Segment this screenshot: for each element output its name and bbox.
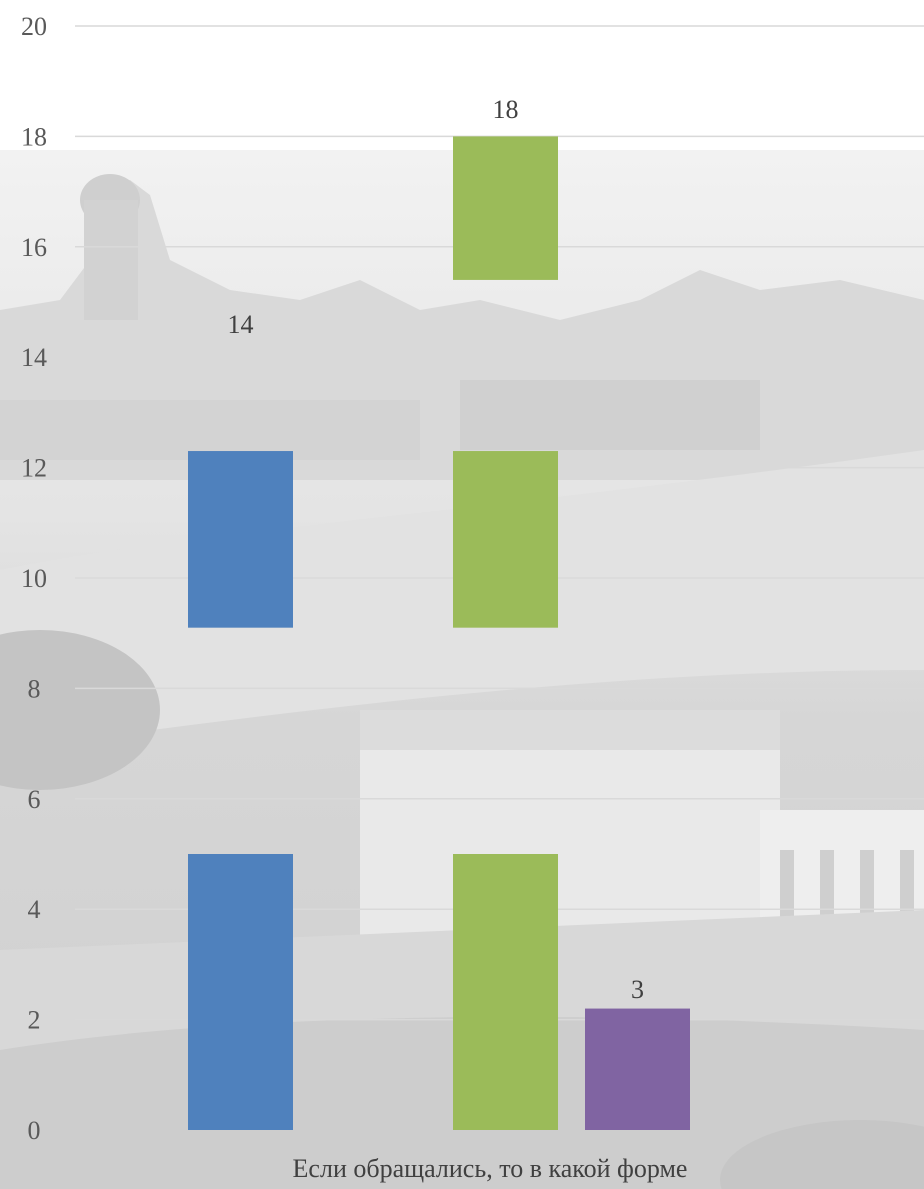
data-label-series-2: 18 xyxy=(493,95,519,124)
bar-series-1-segment-1 xyxy=(188,854,293,1130)
bar-series-2-segment-2 xyxy=(453,451,558,628)
x-axis-title: Если обращались, то в какой форме xyxy=(293,1154,688,1183)
bars xyxy=(188,136,690,1130)
y-tick-label: 18 xyxy=(21,122,47,151)
y-tick-label: 6 xyxy=(28,785,41,814)
y-tick-label: 8 xyxy=(28,674,41,703)
data-labels: 14 18 3 xyxy=(228,95,645,1004)
bar-series-3-segment-1 xyxy=(585,1008,690,1130)
y-tick-label: 14 xyxy=(21,343,47,372)
bar-series-2-segment-3 xyxy=(453,136,558,280)
y-tick-label: 2 xyxy=(28,1006,41,1035)
y-tick-label: 16 xyxy=(21,233,47,262)
y-axis-tick-labels: 0 2 4 6 8 10 12 14 16 18 20 xyxy=(21,12,47,1145)
bar-series-2-segment-1 xyxy=(453,854,558,1130)
bar-series-1-segment-2 xyxy=(188,451,293,628)
data-label-series-1: 14 xyxy=(228,310,254,339)
y-tick-label: 0 xyxy=(28,1116,41,1145)
y-tick-label: 10 xyxy=(21,564,47,593)
y-tick-label: 20 xyxy=(21,12,47,41)
y-tick-label: 4 xyxy=(28,895,41,924)
y-tick-label: 12 xyxy=(21,454,47,483)
data-label-series-3: 3 xyxy=(631,975,644,1004)
